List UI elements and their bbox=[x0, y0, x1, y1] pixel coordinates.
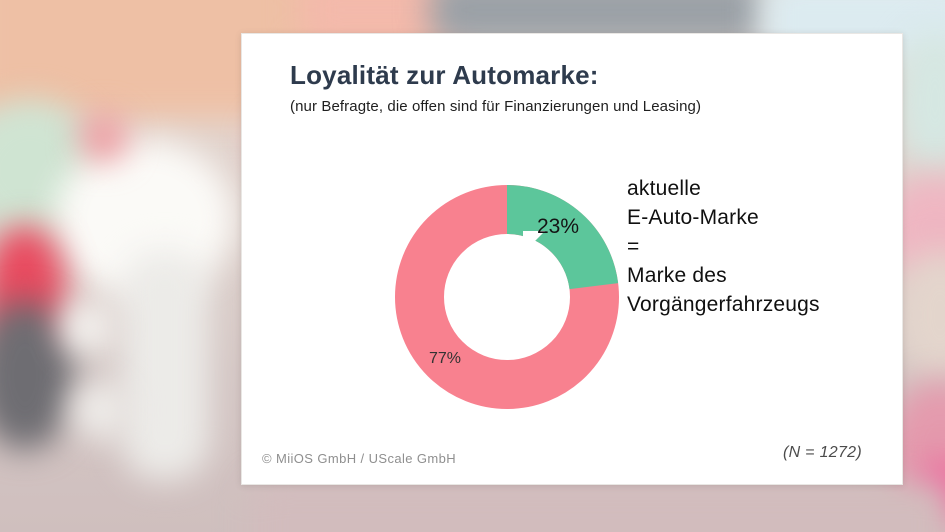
annotation-line: = bbox=[627, 235, 640, 258]
donut-chart: 23% 77% bbox=[393, 183, 621, 411]
slice-label-other: 77% bbox=[429, 350, 462, 367]
sample-size-text: (N = 1272) bbox=[782, 444, 862, 461]
chart-title: Loyalität zur Automarke: bbox=[290, 60, 599, 90]
bokeh-blob bbox=[70, 380, 130, 440]
bokeh-blob bbox=[60, 300, 115, 355]
bokeh-blob bbox=[250, 480, 945, 532]
chart-subtitle: (nur Befragte, die offen sind für Finanz… bbox=[290, 98, 702, 115]
annotation-line: E-Auto-Marke bbox=[627, 206, 759, 229]
annotation-line: Vorgängerfahrzeugs bbox=[627, 293, 820, 316]
annotation-line: Marke des bbox=[627, 264, 727, 287]
donut-svg bbox=[395, 185, 619, 409]
annotation-line: aktuelle bbox=[627, 177, 701, 200]
donut-slice-loyal bbox=[395, 185, 619, 409]
slice-label-loyal: 23% bbox=[537, 215, 580, 238]
label-callout-notch bbox=[523, 231, 545, 253]
slice-annotation: aktuelle E-Auto-Marke = Marke des Vorgän… bbox=[627, 174, 820, 319]
bokeh-blob bbox=[120, 250, 210, 480]
copyright-text: © MiiOS GmbH / UScale GmbH bbox=[262, 451, 457, 466]
bokeh-blob bbox=[80, 115, 126, 161]
slide-card: Loyalität zur Automarke: (nur Befragte, … bbox=[241, 33, 903, 485]
